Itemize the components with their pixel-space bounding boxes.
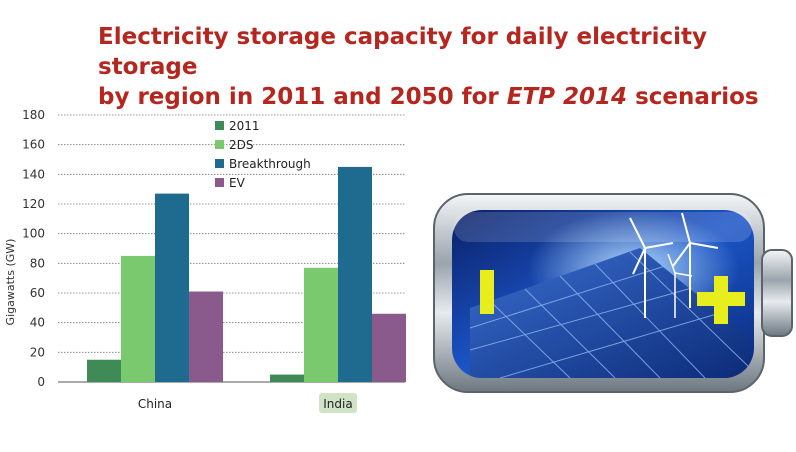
plus-sign-icon	[697, 276, 745, 324]
y-tick-label: 60	[30, 286, 45, 300]
y-tick-label: 0	[37, 375, 45, 389]
battery-renewables-image	[433, 193, 793, 393]
y-tick-label: 140	[22, 167, 45, 181]
y-tick-label: 180	[22, 108, 45, 122]
bar-ev-china	[189, 291, 223, 382]
legend-label-ev: EV	[229, 176, 246, 190]
y-tick-label: 80	[30, 256, 45, 270]
legend-swatch-2ds	[215, 140, 224, 149]
y-tick-label: 120	[22, 197, 45, 211]
x-tick-label-india: India	[323, 397, 352, 411]
minus-sign-icon	[480, 270, 494, 314]
bar-2ds-india	[304, 267, 338, 382]
y-tick-label: 40	[30, 316, 45, 330]
bar-2ds-china	[121, 255, 155, 382]
legend-swatch-2011	[215, 121, 224, 130]
legend: 2011 2DS Breakthrough EV	[215, 119, 311, 190]
wind-turbine-icon	[629, 212, 719, 318]
legend-label-2011: 2011	[229, 119, 260, 133]
x-tick-labels: China India	[138, 393, 357, 413]
bar-breakthrough-india	[338, 166, 372, 382]
legend-swatch-ev	[215, 178, 224, 187]
y-tick-label: 160	[22, 138, 45, 152]
title-line-2-suffix: scenarios	[627, 84, 759, 110]
y-tick-label: 100	[22, 227, 45, 241]
legend-swatch-breakthrough	[215, 159, 224, 168]
bar-2011-india	[270, 374, 304, 382]
y-tick-label: 20	[30, 345, 45, 359]
title-line-1: Electricity storage capacity for daily e…	[98, 24, 707, 80]
bar-breakthrough-china	[155, 193, 189, 382]
legend-label-breakthrough: Breakthrough	[229, 157, 311, 171]
y-axis-label: Gigawatts (GW)	[4, 239, 17, 326]
solar-panel-icon	[470, 248, 750, 378]
title-line-2-prefix: by region in 2011 and 2050 for	[98, 84, 507, 110]
y-tick-labels: 0 20 40 60 80 100 120 140 160 180	[22, 108, 45, 389]
category-highlight	[319, 393, 357, 413]
chart-title: Electricity storage capacity for daily e…	[98, 22, 788, 112]
legend-label-2ds: 2DS	[229, 138, 254, 152]
x-tick-label-china: China	[138, 397, 172, 411]
bar-2011-china	[87, 359, 121, 382]
bars	[87, 166, 406, 382]
title-line-2-italic: ETP 2014	[506, 84, 628, 110]
bar-ev-india	[372, 313, 406, 382]
